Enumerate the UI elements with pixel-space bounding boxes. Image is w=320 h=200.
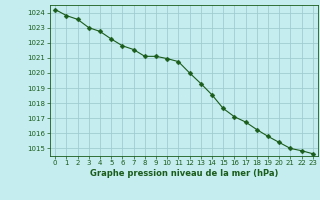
X-axis label: Graphe pression niveau de la mer (hPa): Graphe pression niveau de la mer (hPa): [90, 169, 278, 178]
